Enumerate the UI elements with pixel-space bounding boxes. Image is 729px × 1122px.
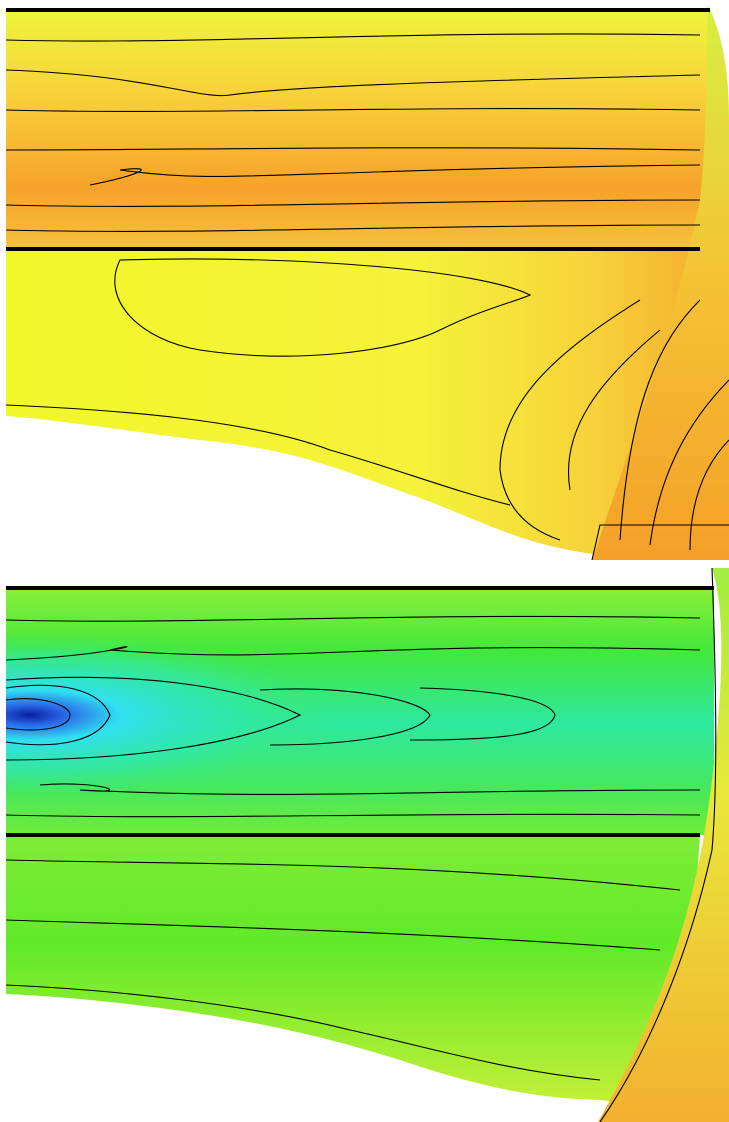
page [0, 0, 729, 1122]
lower-region [6, 250, 700, 560]
lower-region [6, 836, 700, 1110]
upper-band [6, 10, 710, 248]
contour-image [0, 0, 729, 1122]
low-value-core [6, 588, 714, 835]
